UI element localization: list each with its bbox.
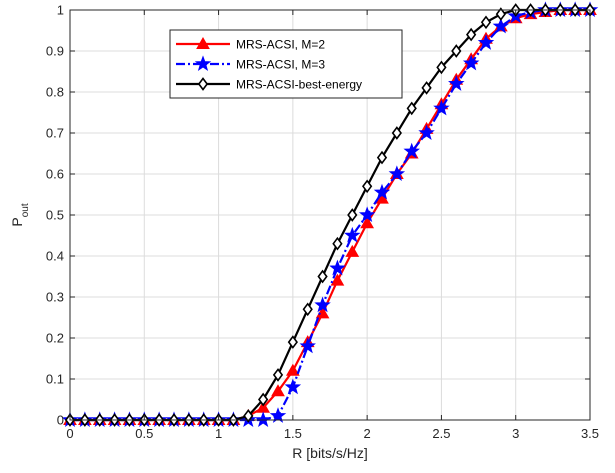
data-point-marker [287, 335, 298, 349]
data-point-marker [299, 337, 316, 354]
data-point-marker [315, 306, 330, 319]
data-point-marker [360, 216, 375, 229]
x-tick-label: 2 [364, 426, 371, 441]
y-axis-label-subscript: out [20, 203, 31, 217]
legend-label: MRS-ACSI, M=2 [236, 38, 325, 52]
x-axis-label: R [bits/s/Hz] [292, 445, 367, 461]
y-axis-label-main: P [9, 217, 25, 226]
y-tick-label: 0.9 [46, 44, 64, 59]
data-point-marker [480, 15, 492, 30]
legend-label: MRS-ACSI-best-energy [236, 78, 362, 92]
data-point-marker [388, 165, 406, 182]
data-point-marker [345, 244, 360, 257]
legend-marker [197, 77, 209, 91]
x-tick-label: 0.5 [135, 426, 153, 441]
data-point-marker [269, 407, 287, 423]
data-point-marker [436, 60, 447, 75]
y-tick-label: 0.1 [46, 372, 64, 387]
axis-ticks: 0 0.5 1 1.5 2 2.5 3 3.5 0 0.1 0.2 0.3 0.4 0.5 0.6 0.7 0.… [46, 3, 599, 442]
data-point-marker [243, 409, 254, 423]
data-point-marker [362, 179, 373, 194]
y-tick-label: 0.8 [46, 85, 64, 100]
legend-label: MRS-ACSI, M=3 [236, 58, 325, 72]
y-axis-label: Pout [9, 203, 31, 226]
data-point-marker [421, 81, 432, 95]
data-point-marker [271, 384, 285, 397]
data-point-marker [258, 392, 269, 407]
data-point-marker [329, 259, 346, 276]
data-point-marker [477, 34, 495, 50]
y-tick-label: 0.2 [46, 331, 64, 346]
data-point-marker [466, 27, 477, 42]
data-point-marker [495, 7, 506, 21]
legend: MRS-ACSI, M=2 MRS-ACSI, M=3 MRS-ACSI-best-… [169, 29, 403, 99]
data-point-marker [332, 236, 343, 251]
x-tick-label: 3.5 [581, 426, 599, 441]
data-point-marker [391, 126, 402, 140]
data-point-marker [373, 183, 391, 200]
data-point-marker [347, 208, 358, 222]
legend-box [169, 29, 403, 99]
data-point-marker [376, 150, 388, 165]
data-point-marker [284, 378, 302, 395]
data-point-marker [285, 363, 300, 376]
data-point-marker [317, 269, 328, 284]
y-tick-label: 0.5 [46, 208, 64, 223]
legend-marker [194, 55, 212, 72]
y-tick-label: 0.3 [46, 290, 64, 305]
x-tick-label: 1 [215, 426, 222, 441]
data-point-marker [433, 99, 450, 116]
data-point-marker [462, 54, 480, 71]
x-tick-label: 1.5 [284, 426, 302, 441]
data-point-marker [358, 206, 376, 223]
data-point-marker [272, 368, 284, 382]
y-tick-label: 0.7 [46, 126, 64, 141]
data-point-marker [406, 101, 417, 116]
y-tick-label: 1 [57, 3, 64, 18]
y-tick-label: 0.4 [46, 249, 64, 264]
y-tick-label: 0.6 [46, 167, 64, 182]
x-tick-label: 3 [512, 426, 519, 441]
data-point-marker [330, 273, 345, 286]
data-point-marker [254, 411, 272, 428]
x-tick-label: 0 [66, 426, 73, 441]
x-tick-label: 2.5 [432, 426, 450, 441]
legend-marker [196, 36, 210, 49]
data-point-marker [448, 75, 465, 91]
data-point-marker [451, 44, 462, 58]
y-tick-label: 0 [57, 413, 64, 428]
data-point-marker [344, 226, 361, 243]
data-point-marker [403, 142, 420, 159]
data-point-marker [492, 17, 510, 34]
data-point-marker [418, 124, 435, 141]
data-point-marker [302, 302, 313, 317]
data-point-marker [314, 296, 331, 313]
